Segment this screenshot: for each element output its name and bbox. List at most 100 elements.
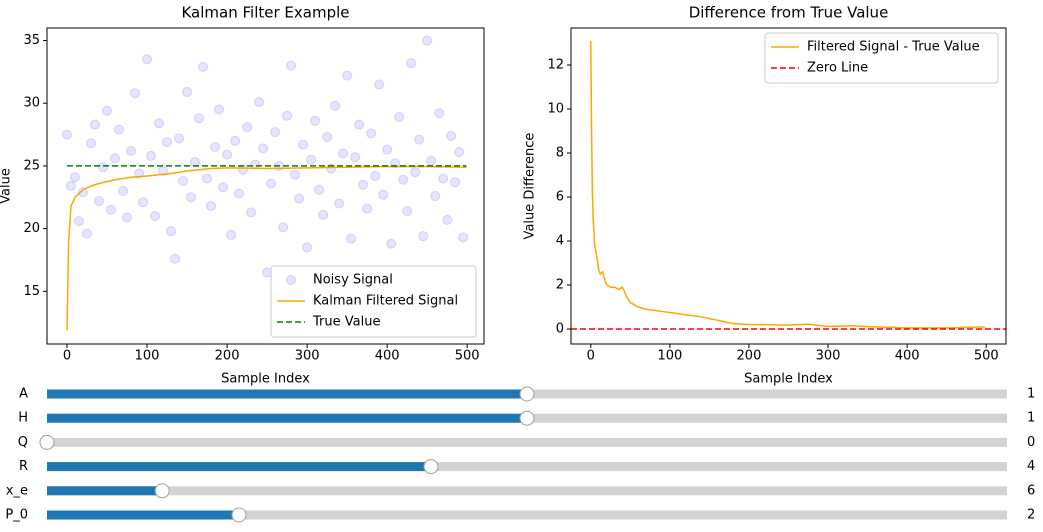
x-axis-label: Sample Index — [744, 372, 833, 387]
slider-handle[interactable] — [231, 507, 247, 523]
scatter-point — [362, 203, 373, 214]
scatter-point — [210, 142, 221, 153]
slider-label: H — [18, 411, 28, 426]
legend-label: Noisy Signal — [313, 273, 393, 288]
x-tick-label: 100 — [657, 349, 682, 364]
y-tick-label: 12 — [547, 57, 564, 72]
legend-box — [270, 265, 477, 338]
x-axis-label: Sample Index — [221, 372, 310, 387]
y-tick-label: 4 — [556, 234, 564, 249]
slider-value: 4 — [1027, 459, 1035, 474]
scatter-point — [166, 226, 177, 237]
scatter-point — [194, 113, 205, 124]
x-tick-label: 500 — [974, 349, 999, 364]
slider-fill — [47, 486, 163, 496]
scatter-point — [346, 233, 357, 244]
y-tick-label: 35 — [23, 33, 40, 48]
scatter-point — [450, 177, 461, 188]
slider-handle[interactable] — [423, 459, 439, 475]
y-tick-label: 8 — [556, 145, 564, 160]
legend-marker — [286, 275, 296, 285]
scatter-point — [122, 212, 133, 223]
scatter-point — [126, 145, 137, 156]
chart-title: Difference from True Value — [689, 4, 889, 22]
scatter-point — [406, 58, 417, 69]
x-tick-label: 400 — [375, 349, 400, 364]
scatter-point — [342, 70, 353, 81]
y-tick-label: 25 — [23, 158, 40, 173]
slider-label: P_0 — [5, 508, 28, 523]
scatter-point — [306, 154, 317, 165]
y-tick-label: 2 — [556, 278, 564, 293]
scatter-point — [330, 100, 341, 111]
scatter-point — [258, 143, 269, 154]
slider-handle[interactable] — [39, 434, 55, 450]
scatter-point — [94, 196, 105, 207]
scatter-point — [370, 170, 381, 181]
slider-handle[interactable] — [154, 483, 170, 499]
scatter-point — [378, 189, 389, 200]
scatter-point — [334, 198, 345, 209]
y-tick-label: 15 — [23, 284, 40, 299]
scatter-point — [62, 129, 73, 140]
scatter-point — [358, 179, 369, 190]
slider-fill — [47, 413, 527, 423]
scatter-point — [150, 211, 161, 222]
scatter-point — [458, 232, 469, 243]
scatter-point — [242, 122, 253, 133]
slider-track[interactable] — [47, 437, 1007, 447]
scatter-point — [114, 124, 125, 135]
slider-value: 1 — [1027, 411, 1035, 426]
scatter-point — [170, 253, 181, 264]
scatter-point — [162, 137, 173, 148]
scatter-point — [98, 162, 109, 173]
scatter-point — [298, 139, 309, 150]
scatter-point — [270, 127, 281, 138]
scatter-point — [286, 60, 297, 71]
axes-frame — [46, 27, 485, 345]
scatter-point — [374, 79, 385, 90]
scatter-point — [230, 135, 241, 146]
scatter-point — [266, 178, 277, 189]
slider-label: x_e — [6, 483, 28, 498]
scatter-point — [414, 134, 425, 145]
scatter-point — [426, 155, 437, 166]
slider-label: R — [19, 459, 28, 474]
scatter-point — [294, 193, 305, 204]
scatter-point — [182, 86, 193, 97]
slider-label: A — [19, 387, 28, 402]
scatter-point — [70, 172, 81, 183]
legend-label: Filtered Signal - True Value — [807, 40, 980, 55]
slider-track[interactable] — [47, 486, 1007, 496]
legend-label: Kalman Filtered Signal — [313, 294, 458, 309]
y-tick-label: 6 — [556, 190, 564, 205]
scatter-point — [154, 118, 165, 129]
scatter-point — [442, 214, 453, 225]
scatter-point — [178, 175, 189, 186]
x-tick-label: 0 — [587, 349, 595, 364]
slider-track[interactable] — [47, 462, 1007, 472]
scatter-point — [314, 184, 325, 195]
y-tick-label: 20 — [23, 221, 40, 236]
slider-value: 1 — [1027, 387, 1035, 402]
y-axis-label: Value Difference — [523, 133, 538, 240]
scatter-point — [102, 105, 113, 116]
slider-handle[interactable] — [519, 410, 535, 426]
y-tick-label: 10 — [547, 101, 564, 116]
slider-fill — [47, 462, 431, 472]
scatter-point — [214, 104, 225, 115]
slider-label: Q — [18, 435, 28, 450]
scatter-point — [86, 138, 97, 149]
slider-track[interactable] — [47, 510, 1007, 520]
scatter-point — [82, 228, 93, 239]
scatter-point — [254, 96, 265, 107]
slider-handle[interactable] — [519, 386, 535, 402]
scatter-point — [354, 119, 365, 130]
scatter-point — [438, 173, 449, 184]
x-tick-label: 300 — [295, 349, 320, 364]
chart-title: Kalman Filter Example — [181, 4, 349, 22]
scatter-point — [310, 115, 321, 126]
scatter-point — [402, 206, 413, 217]
scatter-point — [418, 231, 429, 242]
